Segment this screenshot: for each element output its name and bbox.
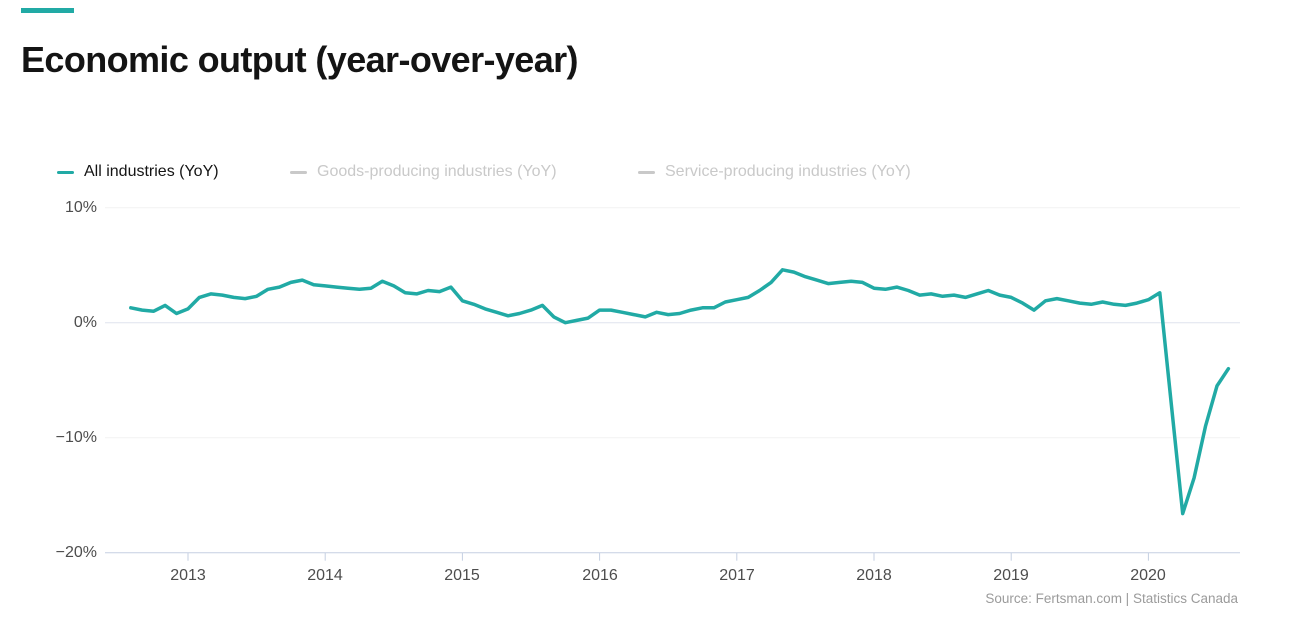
legend: All industries (YoY) Goods-producing ind… <box>0 160 1300 184</box>
y-axis-label: 0% <box>73 314 97 331</box>
legend-item-all-industries[interactable]: All industries (YoY) <box>57 160 219 184</box>
legend-item-goods-producing[interactable]: Goods-producing industries (YoY) <box>290 160 557 184</box>
y-axis-label: −20% <box>55 544 97 561</box>
legend-label-service-producing: Service-producing industries (YoY) <box>665 163 911 180</box>
x-axis-label: 2013 <box>170 567 206 584</box>
legend-label-goods-producing: Goods-producing industries (YoY) <box>317 163 557 180</box>
legend-item-service-producing[interactable]: Service-producing industries (YoY) <box>638 160 911 184</box>
y-axis-label: −10% <box>55 429 97 446</box>
x-axis-label: 2014 <box>307 567 343 584</box>
x-axis-label: 2019 <box>993 567 1029 584</box>
legend-swatch-goods-producing-icon <box>290 170 307 174</box>
source-attribution: Source: Fertsman.com | Statistics Canada <box>985 591 1238 606</box>
y-axis-label: 10% <box>64 199 97 216</box>
legend-swatch-service-producing-icon <box>638 170 655 174</box>
accent-bar <box>21 8 74 13</box>
legend-swatch-all-industries-icon <box>57 170 74 174</box>
x-axis-label: 2020 <box>1130 567 1166 584</box>
x-axis-label: 2015 <box>444 567 480 584</box>
x-axis-label: 2018 <box>856 567 892 584</box>
legend-label-all-industries: All industries (YoY) <box>84 163 219 180</box>
x-axis-label: 2017 <box>719 567 755 584</box>
series-line-all-industries <box>129 268 1231 516</box>
x-axis-label: 2016 <box>582 567 618 584</box>
chart-title: Economic output (year-over-year) <box>21 39 579 80</box>
